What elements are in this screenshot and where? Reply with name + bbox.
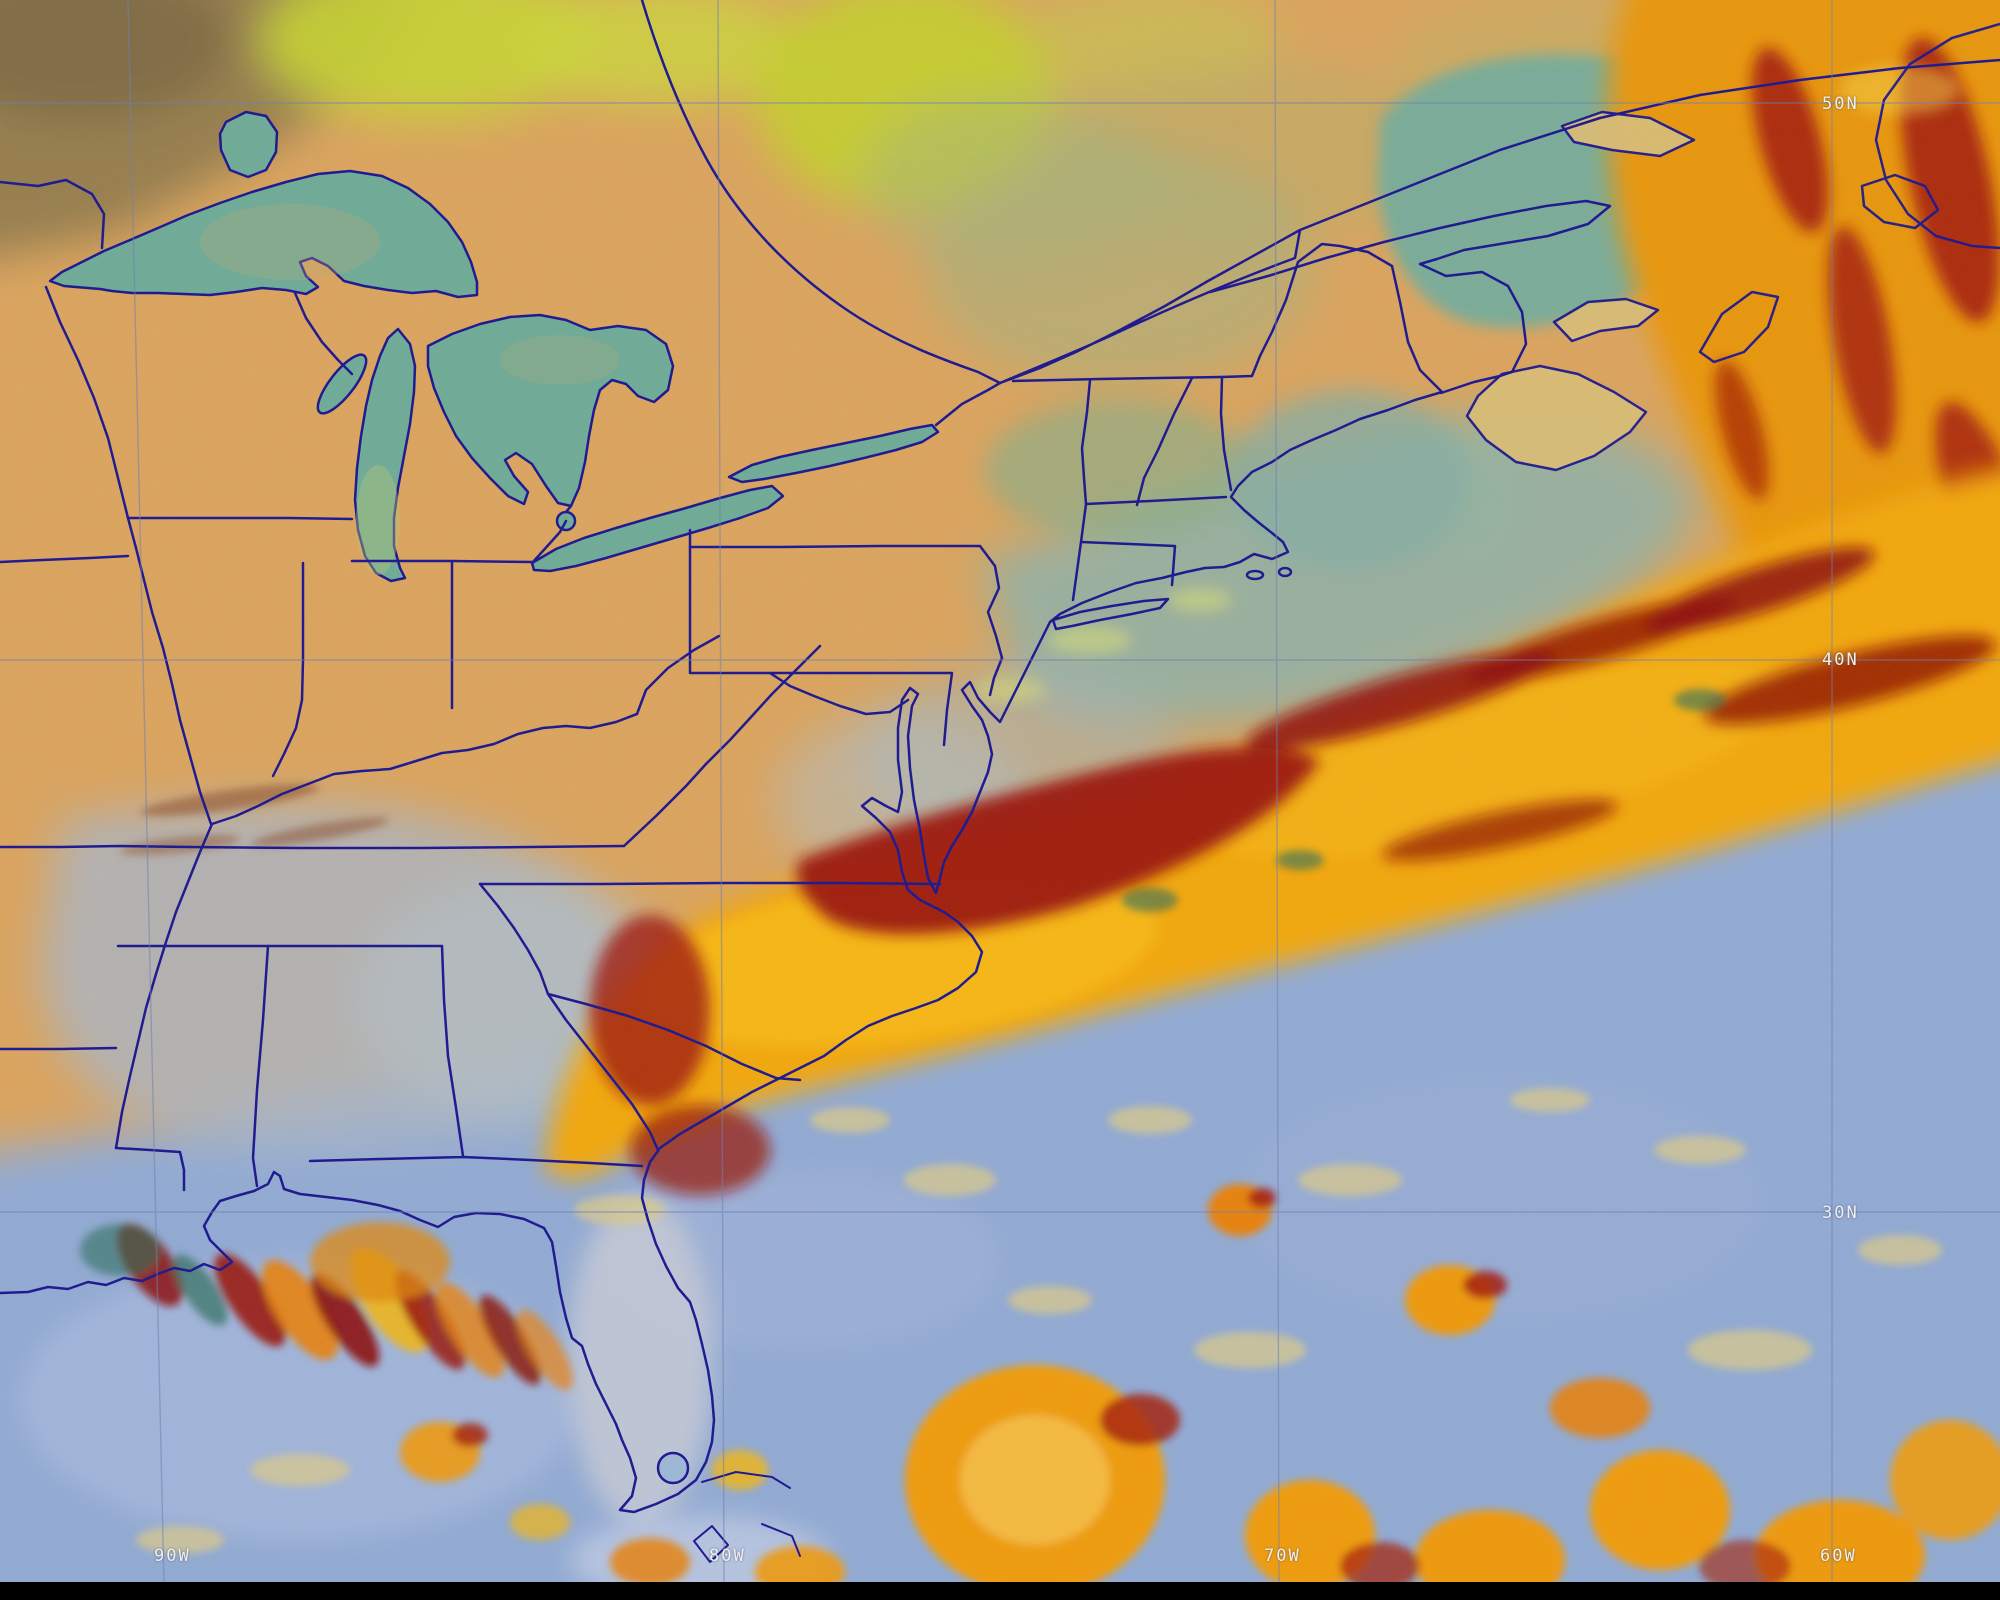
- caption-text: GOES-19 RGB-NIGHTR=C15-14 G=C14-7 B=C14-…: [625, 1582, 1435, 1600]
- lon-label-80w: 80W: [709, 1546, 746, 1566]
- gridline-80w: [717, 0, 725, 1583]
- lat-label-50n: 50N: [1822, 94, 1859, 114]
- lat-label-40n: 40N: [1822, 650, 1859, 670]
- caption-bar: GOES-19 RGB-NIGHTR=C15-14 G=C14-7 B=C14-…: [0, 1582, 2000, 1600]
- gridline-70w: [1274, 0, 1280, 1583]
- lat-label-30n: 30N: [1822, 1203, 1859, 1223]
- gridline-90w: [127, 0, 165, 1583]
- lon-label-60w: 60W: [1820, 1546, 1857, 1566]
- lon-label-90w: 90W: [154, 1546, 191, 1566]
- lon-label-70w: 70W: [1264, 1546, 1301, 1566]
